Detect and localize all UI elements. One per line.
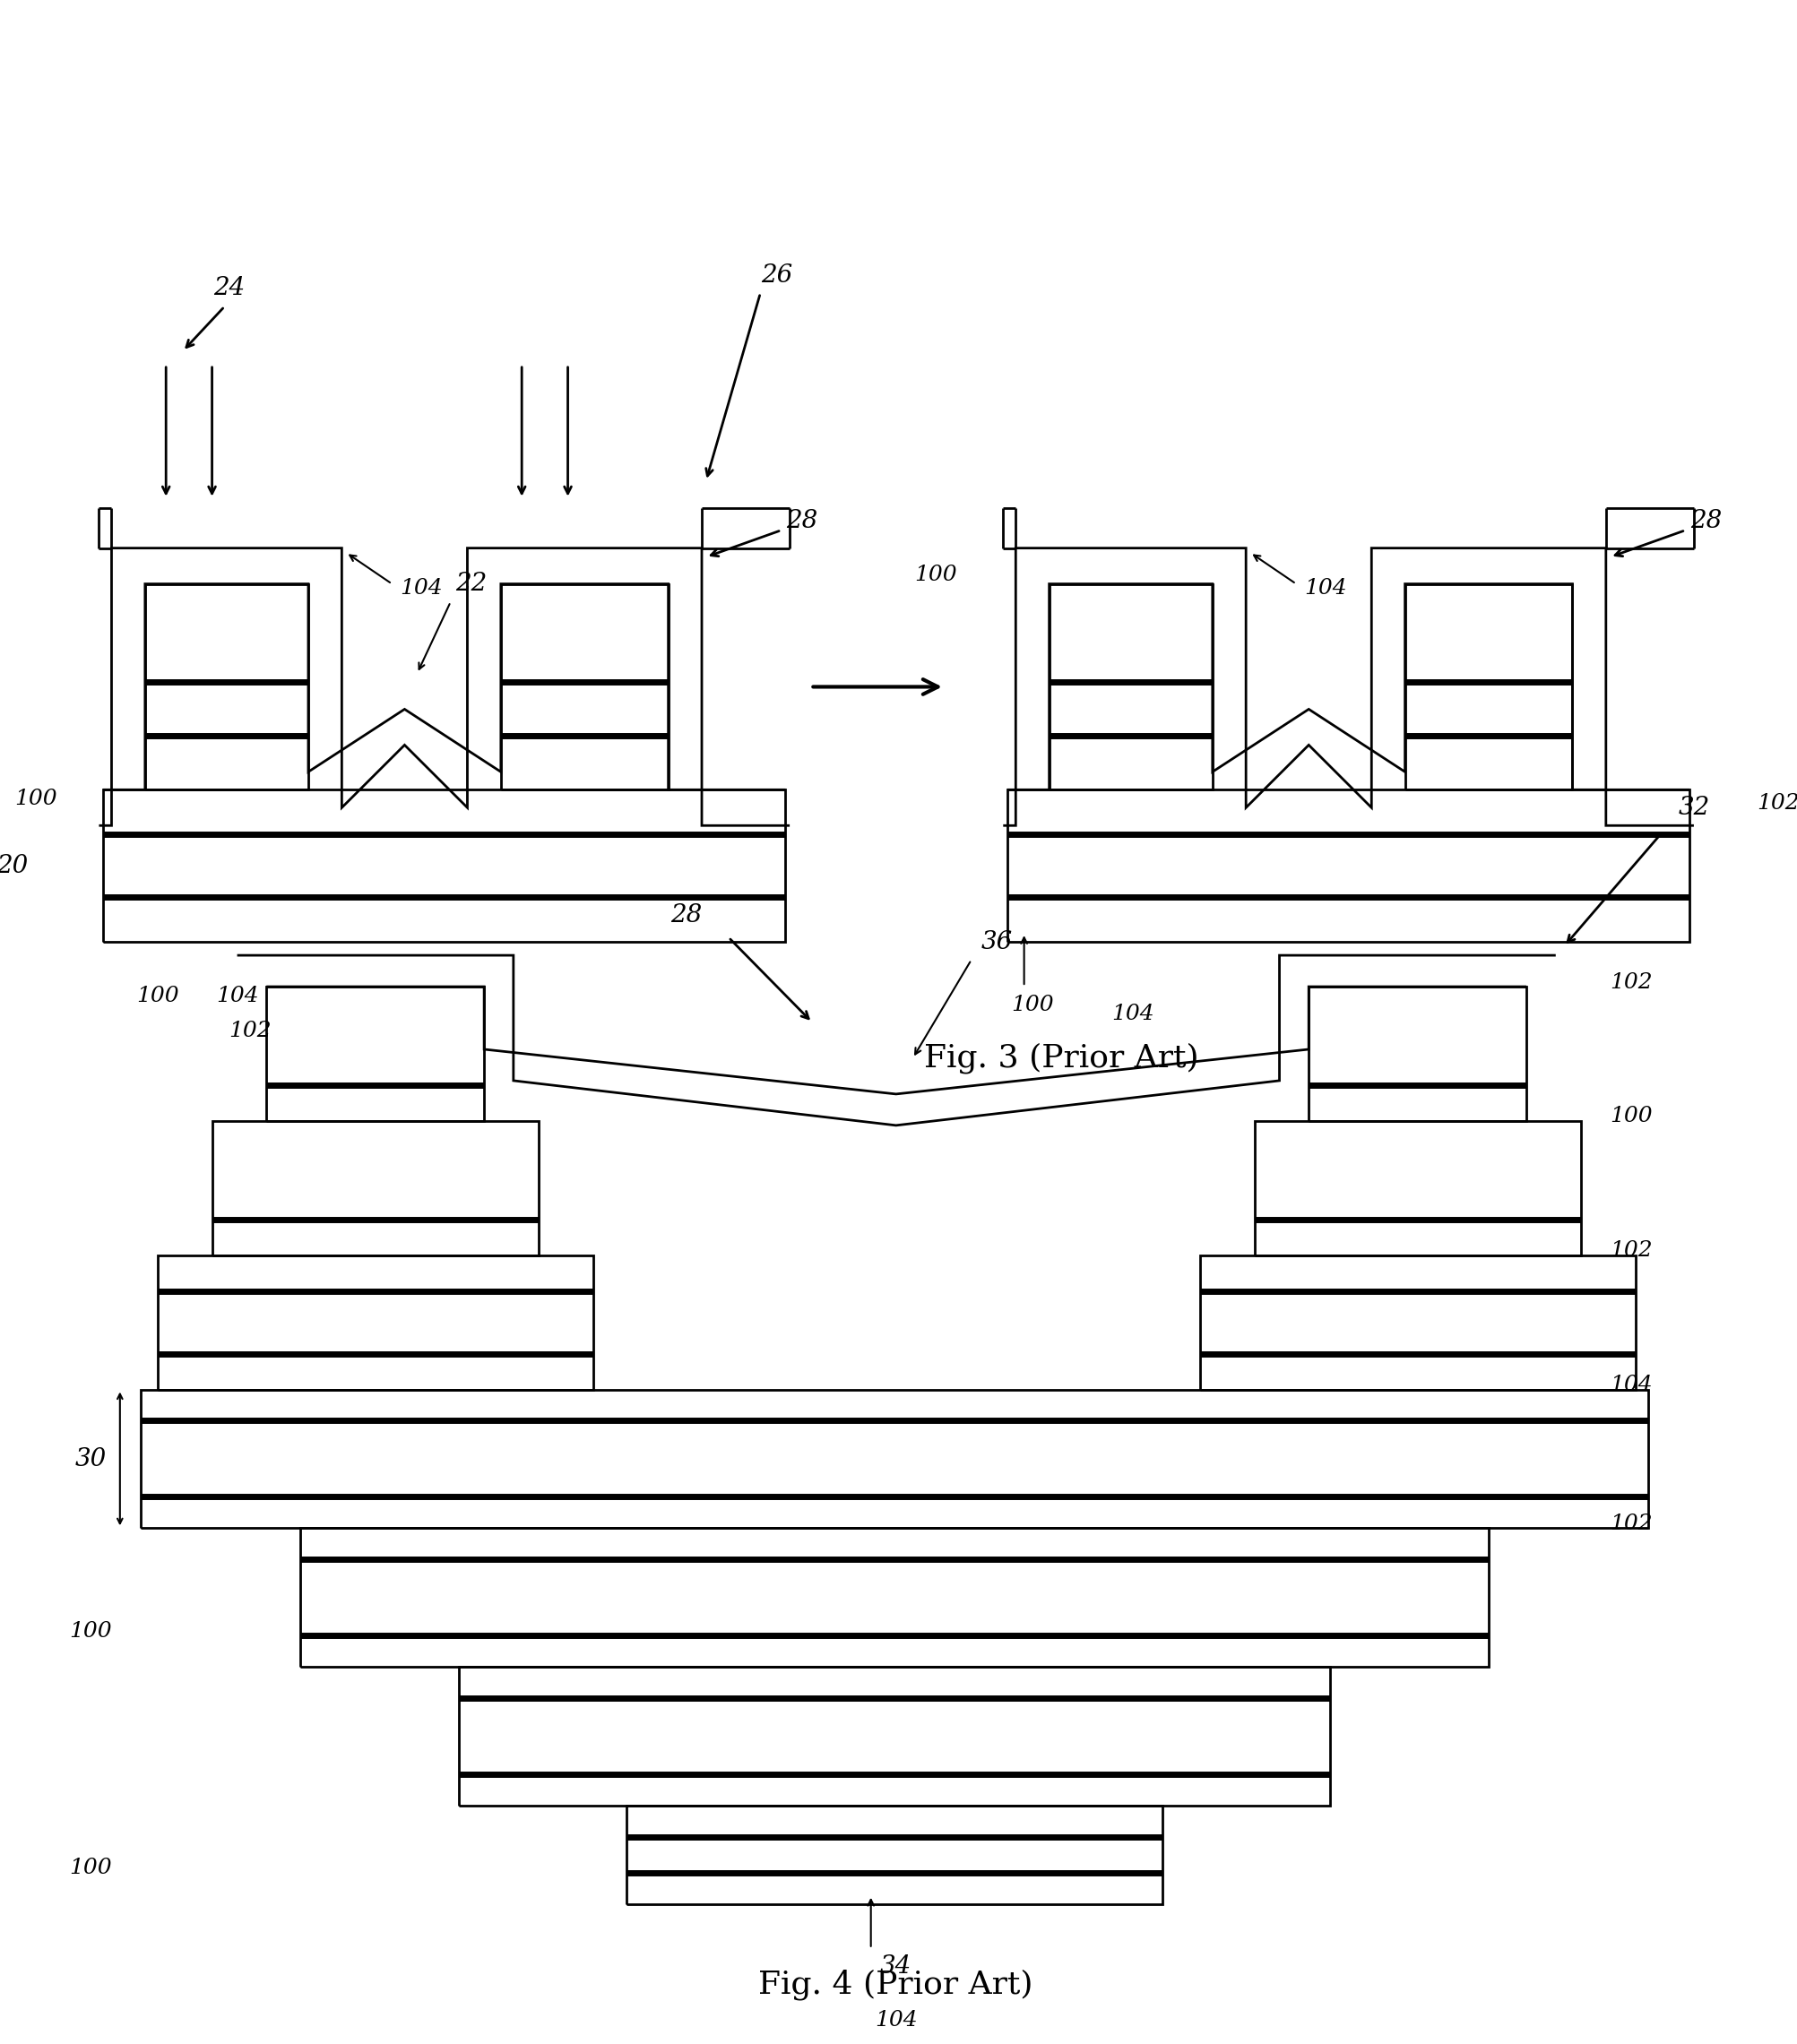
Text: 100: 100 <box>68 1621 111 1641</box>
Text: 104: 104 <box>1305 578 1348 599</box>
Text: 100: 100 <box>915 564 958 585</box>
Text: 100: 100 <box>14 789 58 809</box>
Text: 32: 32 <box>1678 795 1709 820</box>
Text: 104: 104 <box>875 2009 916 2030</box>
Text: 102: 102 <box>228 1022 271 1042</box>
Text: 34: 34 <box>881 1954 911 1979</box>
Text: 28: 28 <box>1691 509 1722 533</box>
Text: 100: 100 <box>68 1858 111 1878</box>
Text: 102: 102 <box>1610 1513 1653 1533</box>
Text: 104: 104 <box>1112 1004 1154 1024</box>
Text: Fig. 4 (Prior Art): Fig. 4 (Prior Art) <box>758 1968 1033 2001</box>
Text: 104: 104 <box>216 985 259 1006</box>
Text: 30: 30 <box>75 1447 106 1472</box>
Text: 26: 26 <box>762 264 792 288</box>
Text: 36: 36 <box>981 930 1012 955</box>
Text: 100: 100 <box>137 985 180 1006</box>
Text: 104: 104 <box>401 578 444 599</box>
Text: 102: 102 <box>1610 971 1653 993</box>
Text: 100: 100 <box>1610 1106 1653 1126</box>
Text: 100: 100 <box>1012 993 1053 1016</box>
Text: 102: 102 <box>1757 793 1797 814</box>
Text: Fig. 3 (Prior Art): Fig. 3 (Prior Art) <box>924 1042 1199 1073</box>
Text: 104: 104 <box>1610 1376 1653 1396</box>
Text: 20: 20 <box>0 854 27 879</box>
Text: 28: 28 <box>670 903 703 928</box>
Text: 24: 24 <box>214 276 244 300</box>
Text: 22: 22 <box>456 572 487 597</box>
Text: 102: 102 <box>1610 1241 1653 1261</box>
Text: 28: 28 <box>787 509 818 533</box>
